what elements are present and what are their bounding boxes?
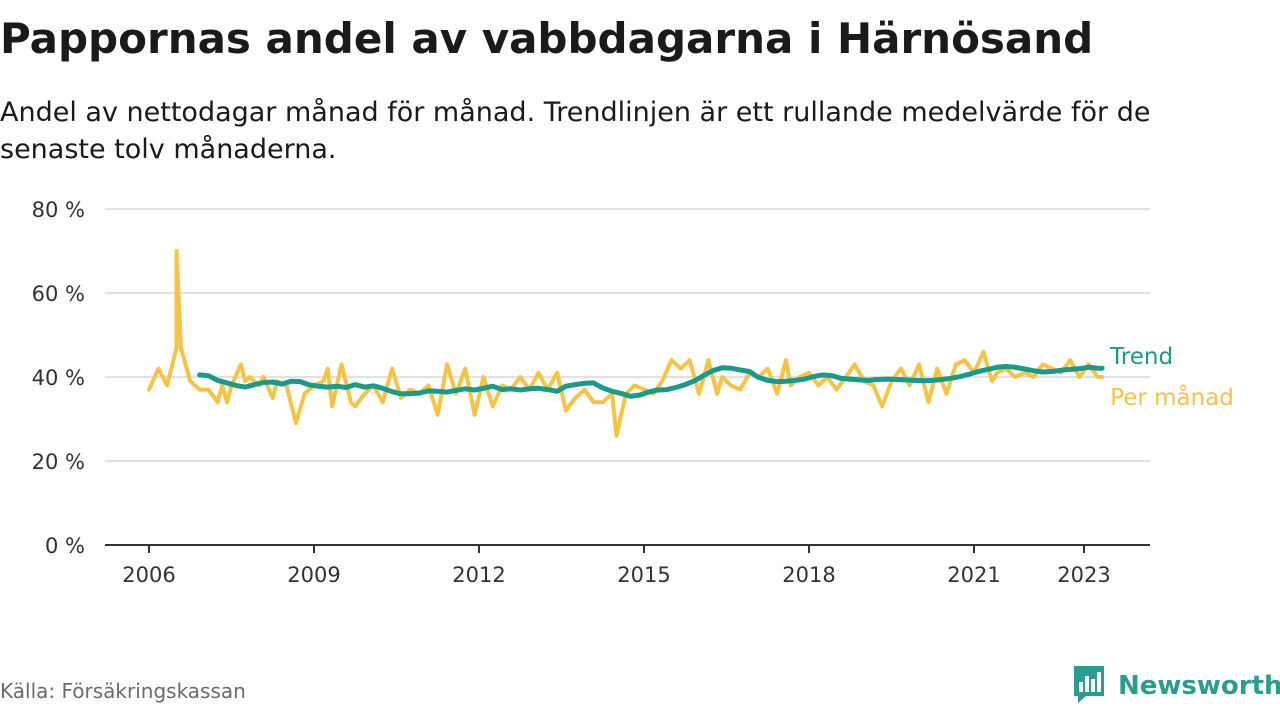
x-tick-label: 2023 <box>1057 563 1110 587</box>
brand-name: Newsworthy <box>1118 671 1280 701</box>
y-tick-label: 40 % <box>32 366 85 390</box>
line-chart: 0 % 20 % 40 % 60 % 80 % 2006 2009 2012 2015 2018… <box>32 198 1234 587</box>
x-axis: 2006 2009 2012 2015 2018 2021 2023 <box>105 544 1150 587</box>
source-note: Källa: Försäkringskassan <box>0 679 246 703</box>
gridlines <box>105 208 1150 462</box>
series-label: Trend <box>1109 344 1173 370</box>
x-tick-label: 2021 <box>947 563 1000 587</box>
series-line-trend <box>197 364 1105 399</box>
y-tick-label: 0 % <box>45 534 85 558</box>
bar-chart-logo-icon <box>1072 664 1106 708</box>
x-tick-label: 2009 <box>287 563 340 587</box>
x-tick-label: 2018 <box>782 563 835 587</box>
x-tick-label: 2015 <box>617 563 670 587</box>
chart-subtitle: Andel av nettodagar månad för månad. Tre… <box>0 97 1151 165</box>
chart-title: Pappornas andel av vabbdagarna i Härnösa… <box>0 14 1094 63</box>
y-tick-label: 80 % <box>32 198 85 222</box>
y-tick-label: 60 % <box>32 282 85 306</box>
y-tick-label: 20 % <box>32 450 85 474</box>
y-axis-ticks: 0 % 20 % 40 % 60 % 80 % <box>32 198 85 558</box>
brand-logo[interactable]: Newsworthy <box>1072 666 1280 706</box>
series-line-monthly <box>147 249 1105 438</box>
x-tick-label: 2006 <box>122 563 175 587</box>
series-labels: Per månad Trend <box>1109 344 1234 411</box>
series-label: Per månad <box>1110 383 1234 411</box>
series-lines <box>147 249 1105 438</box>
x-tick-label: 2012 <box>452 563 505 587</box>
